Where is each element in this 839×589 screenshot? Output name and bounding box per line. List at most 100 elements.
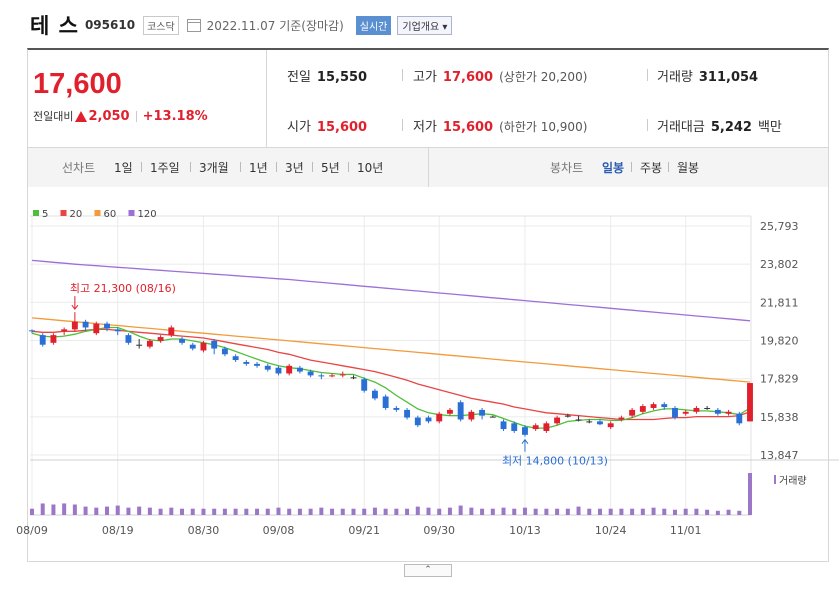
volume-bar (630, 508, 635, 515)
volume-bar (169, 507, 174, 515)
volume-bar (244, 508, 249, 515)
volume-bar (276, 507, 281, 515)
tab-line-chart[interactable]: 선차트 (62, 161, 96, 175)
volume-bar (437, 508, 442, 515)
y-tick-label: 19,820 (760, 335, 799, 348)
y-tick-label: 17,829 (760, 373, 799, 386)
volume-bar (619, 508, 624, 515)
candle-body (350, 377, 357, 379)
candle-body (275, 367, 282, 374)
collapse-button[interactable]: ⌃ (404, 564, 452, 577)
candle-body (511, 423, 518, 431)
change-value: 2,050 (88, 108, 130, 124)
candle-body (618, 417, 625, 420)
candle-body (554, 417, 561, 424)
tab-candle-chart[interactable]: 봉차트 (550, 161, 584, 175)
x-tick-label: 09/08 (263, 524, 295, 537)
change-rate: +13.18% (142, 108, 208, 124)
volume-bar (137, 506, 142, 515)
candle-body (82, 321, 89, 328)
volume-bar (715, 510, 720, 515)
tab-5year[interactable]: 5년 (321, 161, 340, 175)
candle-body (479, 409, 486, 416)
tab-1day[interactable]: 1일 (114, 161, 133, 175)
volume-bar (672, 509, 677, 515)
price-change: 전일대비 2,050 +13.18% (33, 108, 208, 124)
candle-body (661, 404, 668, 408)
candle-body (543, 423, 550, 431)
max-annotation: 최고 21,300 (08/16) (70, 282, 176, 295)
volume-bar (726, 509, 731, 515)
volume-bar (362, 508, 367, 515)
volume-bar (469, 507, 474, 515)
current-price: 17,600 (33, 68, 122, 100)
candle-body (157, 337, 164, 341)
volume-bar (651, 507, 656, 515)
candle-body (747, 383, 753, 422)
tab-1week[interactable]: 1주일 (150, 161, 180, 175)
change-label: 전일대비 (33, 110, 74, 123)
stock-header: 테 스 095610 코스닥 2022.11.07 기준(장마감) 실시간 기업… (30, 10, 453, 40)
tab-weekly[interactable]: 주봉 (640, 161, 663, 175)
prev-close: 전일 15,550 (287, 70, 368, 85)
volume-bar (640, 508, 645, 515)
x-tick-label: 09/30 (423, 524, 455, 537)
candle-body (446, 409, 453, 414)
candle-body (318, 375, 325, 377)
candle-body (522, 427, 528, 435)
realtime-button[interactable]: 실시간 (355, 15, 392, 35)
volume-bar (458, 505, 463, 515)
volume-bar (394, 508, 399, 515)
y-tick-label: 25,793 (760, 220, 799, 233)
volume-bar (587, 508, 592, 515)
ma20-line (31, 328, 751, 421)
volume-bar (83, 506, 88, 515)
candle-body (500, 421, 507, 430)
volume-legend-label: 거래량 (779, 475, 807, 487)
candle-body (382, 396, 389, 408)
volume-bar (565, 508, 570, 515)
volume-bar (180, 508, 185, 515)
open-price: 시가 15,600 (287, 120, 368, 135)
volume-bar (383, 508, 388, 515)
candle-body (425, 417, 432, 422)
quote-panel: 17,600 전일대비 2,050 +13.18% 전일 15,550 고가 17,… (27, 48, 829, 187)
legend-label: 20 (70, 209, 83, 220)
candle-body (307, 371, 314, 376)
company-info-dropdown[interactable]: 기업개요 ▾ (397, 15, 453, 35)
tab-1year[interactable]: 1년 (249, 161, 268, 175)
volume-bar (147, 507, 152, 515)
candle-body (211, 340, 218, 349)
legend-swatch (128, 210, 135, 216)
candle-body (736, 413, 743, 424)
volume-bar (40, 503, 45, 515)
tab-monthly[interactable]: 월봉 (677, 161, 700, 175)
candle-body (672, 407, 678, 418)
candle-body (489, 416, 496, 418)
volume-bar (158, 508, 163, 515)
candle-body (564, 415, 571, 417)
candle-body (714, 409, 721, 414)
volume-bar (105, 506, 110, 515)
max-arrow-head (71, 304, 79, 310)
candle-body (693, 407, 700, 412)
x-tick-label: 10/13 (509, 524, 541, 537)
tab-10year[interactable]: 10년 (357, 161, 384, 175)
ma120-line (31, 259, 751, 322)
candle-body (168, 327, 175, 336)
volume-bar (222, 508, 227, 515)
volume-bar (351, 508, 356, 515)
volume-bar (501, 507, 506, 515)
candle-body (125, 335, 132, 343)
candle-body (414, 417, 421, 426)
tab-daily[interactable]: 일봉 (602, 161, 625, 175)
candle-body (629, 409, 636, 416)
candle-body (339, 374, 346, 376)
market-badge: 코스닥 (143, 15, 179, 35)
volume-bar (308, 508, 313, 515)
candle-body (286, 365, 293, 374)
volume-bar (255, 508, 260, 515)
tab-3year[interactable]: 3년 (285, 161, 304, 175)
tab-3month[interactable]: 3개월 (199, 161, 229, 175)
candle-body (61, 329, 68, 332)
